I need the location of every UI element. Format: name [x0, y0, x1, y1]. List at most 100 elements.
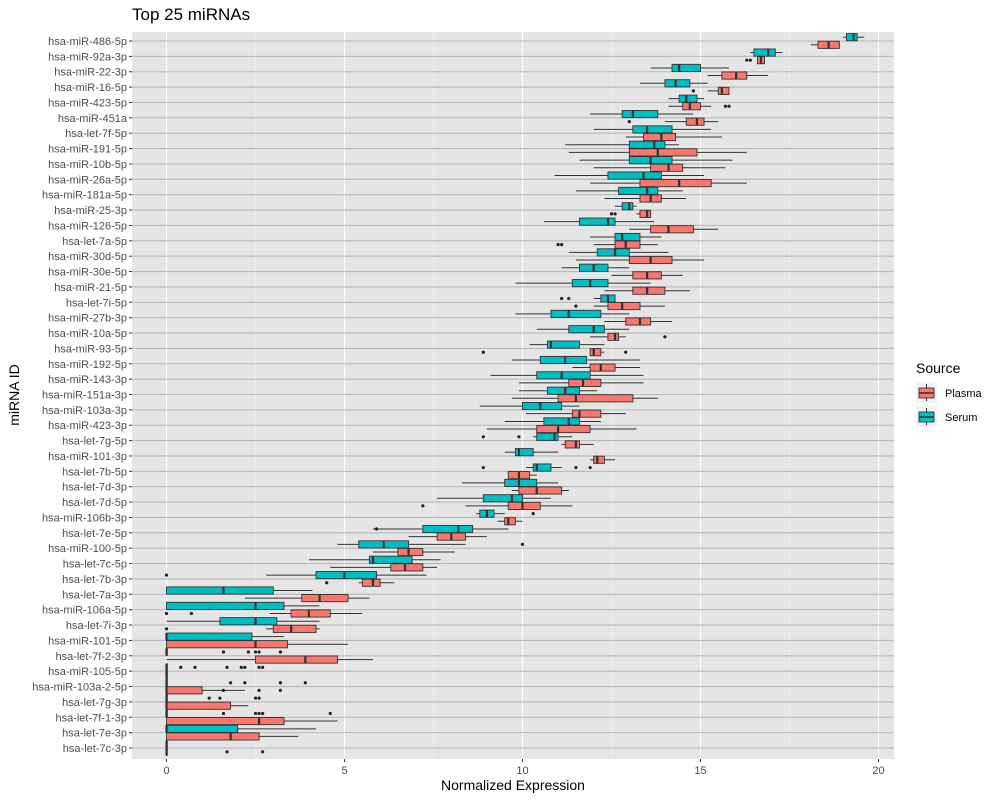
- y-tick-label: hsa-miR-151a-3p: [42, 390, 127, 402]
- y-tick-label: hsa-let-7b-5p: [62, 466, 127, 478]
- box-iqr: [721, 71, 748, 80]
- y-tick-label: hsa-miR-451a: [58, 113, 128, 125]
- box-iqr: [589, 363, 616, 372]
- box-iqr: [564, 440, 580, 449]
- outlier-point: [748, 58, 752, 62]
- legend-item-serum: Serum: [916, 406, 977, 427]
- outlier-point: [574, 304, 578, 308]
- box-iqr: [518, 486, 563, 495]
- box-serum: [372, 524, 509, 534]
- box-plasma: [604, 286, 690, 295]
- outlier-point: [481, 350, 485, 354]
- y-tick-label: hsa-let-7a-3p: [62, 589, 127, 601]
- y-tick-label: hsa-miR-10b-5p: [48, 159, 127, 171]
- box-iqr: [397, 547, 424, 557]
- box-plasma: [629, 225, 719, 234]
- box-serum: [165, 724, 317, 733]
- outlier-point: [613, 212, 617, 216]
- outlier-point: [189, 611, 194, 616]
- y-tick-label: hsa-let-7e-5p: [62, 528, 127, 540]
- box-iqr: [361, 578, 381, 587]
- box-serum: [165, 647, 283, 657]
- box-plasma: [590, 455, 616, 464]
- box-plasma: [164, 624, 320, 633]
- box-plasma: [691, 86, 730, 95]
- box-iqr: [166, 601, 285, 610]
- y-tick-label: hsa-let-7i-5p: [66, 297, 127, 309]
- box-plasma: [561, 440, 594, 449]
- box-serum: [504, 448, 559, 457]
- box-iqr: [625, 317, 652, 326]
- outlier-point: [246, 650, 250, 654]
- box-serum: [165, 709, 332, 718]
- box-serum: [575, 186, 683, 195]
- box-plasma: [593, 163, 726, 172]
- y-tick-label: hsa-miR-30e-5p: [48, 267, 127, 279]
- box-serum: [165, 678, 307, 687]
- y-tick-label: hsa-let-7d-3p: [62, 482, 127, 494]
- outlier-point: [278, 688, 283, 692]
- outlier-point: [261, 665, 265, 669]
- x-tick-label: 0: [163, 765, 169, 777]
- box-plasma: [604, 317, 673, 326]
- y-tick-label: hsa-miR-486-5p: [48, 36, 127, 48]
- outlier-point: [257, 665, 261, 669]
- box-serum: [164, 571, 427, 580]
- y-tick-labels: hsa-miR-486-5p hsa-miR-92a-3p hsa-miR-22-3…: [32, 36, 132, 755]
- grid-lines: [132, 32, 894, 759]
- box-iqr: [639, 209, 652, 218]
- outlier-point: [609, 212, 614, 216]
- box-iqr: [522, 402, 563, 411]
- box-serum: [165, 632, 284, 641]
- box-plasma: [166, 655, 373, 664]
- box-serum: [554, 171, 705, 180]
- box-iqr: [536, 432, 559, 441]
- box-iqr: [546, 340, 580, 349]
- y-tick-label: hsa-miR-423-3p: [48, 420, 127, 432]
- y-tick-label: hsa-miR-105-5p: [48, 666, 127, 678]
- outlier-point: [588, 465, 592, 470]
- box-plasma: [575, 255, 705, 265]
- box-iqr: [301, 594, 349, 603]
- box-plasma: [668, 102, 731, 111]
- y-tick-label: hsa-miR-25-3p: [54, 205, 127, 217]
- outlier-point: [481, 435, 485, 439]
- legend-item-plasma: Plasma: [916, 382, 983, 403]
- box-plasma: [511, 394, 658, 403]
- y-tick-label: hsa-let-7g-3p: [62, 697, 127, 709]
- box-serum: [461, 478, 559, 487]
- box-iqr: [482, 494, 523, 503]
- box-iqr: [650, 163, 684, 172]
- box-plasma: [507, 471, 537, 480]
- box-iqr: [571, 409, 602, 418]
- box-plasma: [590, 179, 747, 188]
- outlier-point: [164, 573, 169, 577]
- y-tick-label: hsa-let-7a-5p: [62, 236, 127, 248]
- outlier-point: [221, 650, 226, 654]
- box-plasma: [511, 486, 569, 495]
- y-tick-label: hsa-miR-103a-2-5p: [32, 682, 127, 694]
- outlier-point: [253, 650, 258, 654]
- box-serum: [481, 463, 592, 472]
- box-iqr: [166, 724, 239, 733]
- legend-title: Source: [916, 360, 961, 376]
- box-serum: [639, 79, 708, 88]
- y-tick-label: hsa-let-7g-5p: [62, 436, 127, 448]
- box-plasma: [408, 532, 487, 541]
- box-iqr: [671, 63, 701, 72]
- box-iqr: [219, 617, 278, 626]
- y-tick-label: hsa-miR-106b-3p: [42, 512, 127, 524]
- x-axis-title: Normalized Expression: [441, 777, 585, 793]
- legend: Source Plasma Serum: [916, 360, 983, 427]
- y-tick-label: hsa-let-7c-3p: [63, 743, 127, 755]
- outlier-point: [421, 504, 425, 508]
- box-iqr: [678, 94, 698, 103]
- outlier-point: [257, 711, 261, 716]
- box-iqr: [166, 686, 203, 695]
- box-plasma: [625, 132, 722, 142]
- box-iqr: [596, 248, 630, 257]
- outlier-point: [745, 58, 749, 62]
- box-iqr: [685, 117, 705, 126]
- box-plasma: [165, 747, 265, 756]
- outlier-point: [221, 711, 226, 716]
